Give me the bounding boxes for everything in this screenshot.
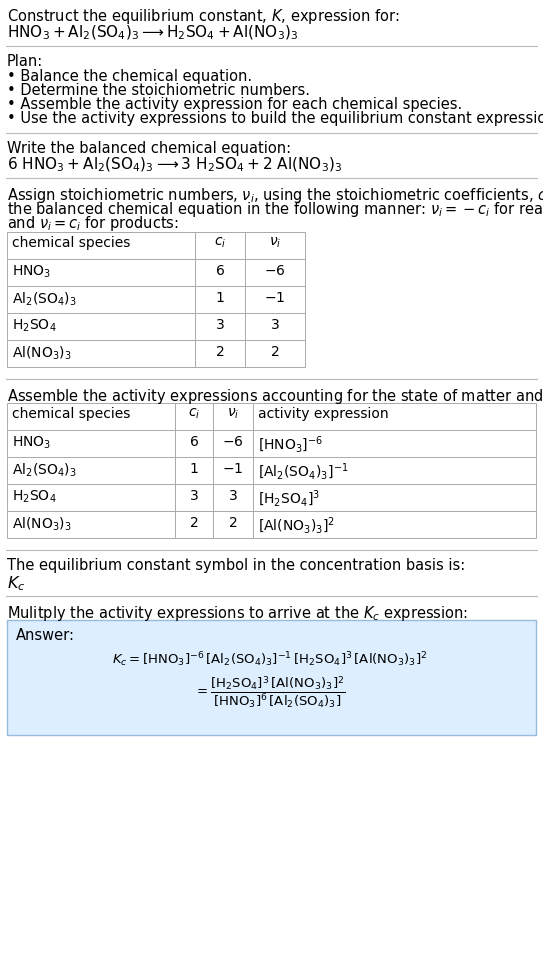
Text: $-6$: $-6$ — [264, 264, 286, 278]
Bar — [7, 484, 175, 511]
Bar — [195, 286, 245, 313]
Text: $\mathrm{H_2SO_4}$: $\mathrm{H_2SO_4}$ — [12, 318, 56, 335]
Bar — [7, 232, 195, 259]
Text: $K_c$: $K_c$ — [7, 574, 26, 593]
Text: 3: 3 — [190, 489, 198, 503]
Bar — [7, 457, 175, 484]
Text: $\mathrm{HNO_3}$: $\mathrm{HNO_3}$ — [12, 264, 51, 281]
Bar — [175, 484, 213, 511]
Bar — [253, 403, 536, 430]
Text: Assemble the activity expressions accounting for the state of matter and $\nu_i$: Assemble the activity expressions accoun… — [7, 387, 543, 406]
Bar — [253, 457, 536, 484]
Text: The equilibrium constant symbol in the concentration basis is:: The equilibrium constant symbol in the c… — [7, 558, 465, 573]
Bar — [7, 620, 536, 735]
Bar — [195, 340, 245, 367]
Text: 6: 6 — [190, 435, 198, 449]
Text: Answer:: Answer: — [16, 628, 75, 643]
Text: 3: 3 — [229, 489, 237, 503]
Text: $\mathrm{H_2SO_4}$: $\mathrm{H_2SO_4}$ — [12, 489, 56, 506]
Text: $-6$: $-6$ — [222, 435, 244, 449]
Bar — [213, 403, 253, 430]
Text: Write the balanced chemical equation:: Write the balanced chemical equation: — [7, 141, 291, 156]
Bar — [175, 430, 213, 457]
Text: • Assemble the activity expression for each chemical species.: • Assemble the activity expression for e… — [7, 97, 462, 112]
Text: 1: 1 — [190, 462, 198, 476]
Bar — [7, 403, 175, 430]
Text: activity expression: activity expression — [258, 407, 389, 421]
Bar — [175, 511, 213, 538]
Bar — [213, 511, 253, 538]
Text: 2: 2 — [270, 345, 280, 359]
Text: $K_c = [\mathrm{HNO_3}]^{-6}\,[\mathrm{Al_2(SO_4)_3}]^{-1}\,[\mathrm{H_2SO_4}]^3: $K_c = [\mathrm{HNO_3}]^{-6}\,[\mathrm{A… — [112, 650, 428, 669]
Bar — [213, 430, 253, 457]
Text: $\nu_i$: $\nu_i$ — [269, 236, 281, 250]
Text: the balanced chemical equation in the following manner: $\nu_i = -c_i$ for react: the balanced chemical equation in the fo… — [7, 200, 543, 219]
Bar — [245, 313, 305, 340]
Bar — [7, 286, 195, 313]
Text: $c_i$: $c_i$ — [214, 236, 226, 250]
Bar — [213, 484, 253, 511]
Bar — [245, 340, 305, 367]
Text: $[\mathrm{Al_2(SO_4)_3}]^{-1}$: $[\mathrm{Al_2(SO_4)_3}]^{-1}$ — [258, 462, 349, 482]
Bar — [253, 430, 536, 457]
Text: chemical species: chemical species — [12, 236, 130, 250]
Text: $\mathrm{Al_2(SO_4)_3}$: $\mathrm{Al_2(SO_4)_3}$ — [12, 291, 77, 309]
Bar — [245, 232, 305, 259]
Bar — [253, 484, 536, 511]
Bar — [175, 403, 213, 430]
Text: $[\mathrm{H_2SO_4}]^3$: $[\mathrm{H_2SO_4}]^3$ — [258, 489, 320, 510]
Text: $\mathrm{Al_2(SO_4)_3}$: $\mathrm{Al_2(SO_4)_3}$ — [12, 462, 77, 480]
Bar — [213, 457, 253, 484]
Bar — [175, 457, 213, 484]
Text: • Determine the stoichiometric numbers.: • Determine the stoichiometric numbers. — [7, 83, 310, 98]
Bar — [7, 259, 195, 286]
Bar — [253, 511, 536, 538]
Text: 3: 3 — [270, 318, 280, 332]
Bar — [195, 232, 245, 259]
Text: 2: 2 — [216, 345, 224, 359]
Bar — [7, 340, 195, 367]
Text: $-1$: $-1$ — [223, 462, 244, 476]
Bar — [245, 286, 305, 313]
Text: $\mathrm{Al(NO_3)_3}$: $\mathrm{Al(NO_3)_3}$ — [12, 516, 72, 534]
Bar — [245, 259, 305, 286]
Text: $c_i$: $c_i$ — [188, 407, 200, 422]
Text: Assign stoichiometric numbers, $\nu_i$, using the stoichiometric coefficients, $: Assign stoichiometric numbers, $\nu_i$, … — [7, 186, 543, 205]
Text: • Balance the chemical equation.: • Balance the chemical equation. — [7, 69, 252, 84]
Text: $= \dfrac{[\mathrm{H_2SO_4}]^3\,[\mathrm{Al(NO_3)_3}]^2}{[\mathrm{HNO_3}]^6\,[\m: $= \dfrac{[\mathrm{H_2SO_4}]^3\,[\mathrm… — [194, 675, 346, 711]
Text: $\mathrm{Al(NO_3)_3}$: $\mathrm{Al(NO_3)_3}$ — [12, 345, 72, 363]
Text: $-1$: $-1$ — [264, 291, 286, 305]
Bar — [7, 313, 195, 340]
Text: 3: 3 — [216, 318, 224, 332]
Text: chemical species: chemical species — [12, 407, 130, 421]
Text: $\mathrm{HNO_3}$: $\mathrm{HNO_3}$ — [12, 435, 51, 452]
Text: Mulitply the activity expressions to arrive at the $K_c$ expression:: Mulitply the activity expressions to arr… — [7, 604, 468, 623]
Text: 2: 2 — [190, 516, 198, 530]
Text: 2: 2 — [229, 516, 237, 530]
Text: 1: 1 — [216, 291, 224, 305]
Bar — [7, 430, 175, 457]
Text: 6: 6 — [216, 264, 224, 278]
Text: and $\nu_i = c_i$ for products:: and $\nu_i = c_i$ for products: — [7, 214, 179, 233]
Text: $\mathrm{HNO_3 + Al_2(SO_4)_3 \longrightarrow H_2SO_4 + Al(NO_3)_3}$: $\mathrm{HNO_3 + Al_2(SO_4)_3 \longright… — [7, 24, 298, 42]
Text: Plan:: Plan: — [7, 54, 43, 69]
Text: $[\mathrm{HNO_3}]^{-6}$: $[\mathrm{HNO_3}]^{-6}$ — [258, 435, 323, 455]
Text: $[\mathrm{Al(NO_3)_3}]^2$: $[\mathrm{Al(NO_3)_3}]^2$ — [258, 516, 335, 537]
Bar — [195, 313, 245, 340]
Text: $\nu_i$: $\nu_i$ — [227, 407, 239, 422]
Bar — [195, 259, 245, 286]
Text: $\mathrm{6\ HNO_3 + Al_2(SO_4)_3 \longrightarrow 3\ H_2SO_4 + 2\ Al(NO_3)_3}$: $\mathrm{6\ HNO_3 + Al_2(SO_4)_3 \longri… — [7, 156, 342, 175]
Text: Construct the equilibrium constant, $K$, expression for:: Construct the equilibrium constant, $K$,… — [7, 7, 400, 26]
Bar — [7, 511, 175, 538]
Text: • Use the activity expressions to build the equilibrium constant expression.: • Use the activity expressions to build … — [7, 111, 543, 126]
